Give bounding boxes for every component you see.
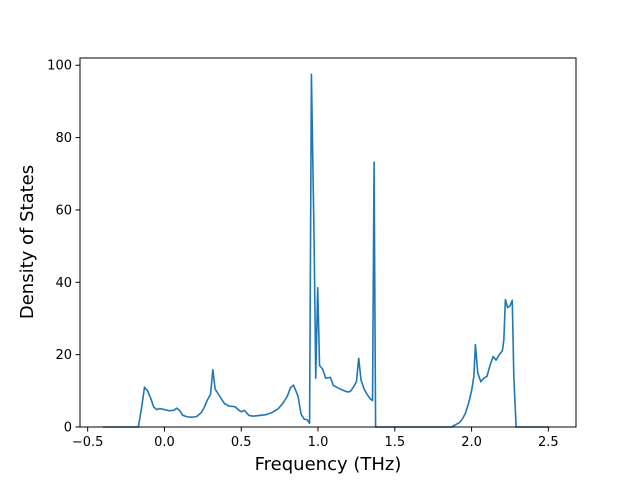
plot-frame bbox=[79, 57, 577, 428]
y-axis-label: Density of States bbox=[17, 165, 38, 319]
x-tick-label: 1.5 bbox=[384, 435, 405, 450]
x-tick-label: 0.0 bbox=[154, 435, 175, 450]
y-tick-label: 20 bbox=[55, 348, 72, 363]
plot-background bbox=[80, 58, 576, 427]
ticks-layer: −0.5 0.0 0.5 1.0 1.5 2.0 2.5 0 20 40 60 80 100 bbox=[47, 59, 559, 450]
x-tick-label: 1.0 bbox=[308, 435, 329, 450]
x-tick-label: −0.5 bbox=[72, 435, 104, 450]
x-axis-label: Frequency (THz) bbox=[255, 454, 402, 475]
x-tick-label: 2.5 bbox=[538, 435, 559, 450]
y-tick-label: 0 bbox=[64, 421, 72, 436]
y-tick-label: 100 bbox=[47, 59, 72, 74]
x-tick-label: 2.0 bbox=[461, 435, 482, 450]
y-tick-label: 40 bbox=[55, 276, 72, 291]
series-layer bbox=[103, 73, 549, 428]
dos-series-line bbox=[103, 73, 549, 428]
y-tick-label: 80 bbox=[55, 131, 72, 146]
y-tick-label: 60 bbox=[55, 203, 72, 218]
x-tick-label: 0.5 bbox=[231, 435, 252, 450]
